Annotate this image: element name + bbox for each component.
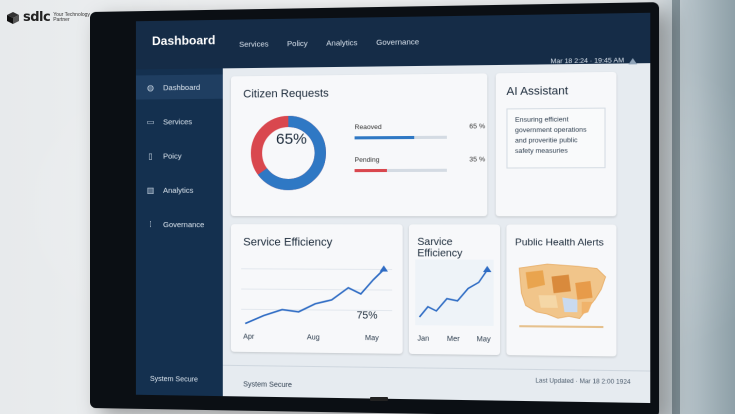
sidebar-item-label: Analytics <box>163 185 193 194</box>
region-low-1 <box>539 295 558 308</box>
sidebar-item-analytics[interactable]: ▥ Analytics <box>136 178 223 202</box>
brand-logo: sdlc <box>23 10 50 25</box>
window-frame <box>672 0 680 414</box>
resolved-value: 65 % <box>469 123 485 130</box>
footer-status: System Secure <box>243 381 292 389</box>
x-tick: May <box>477 336 491 343</box>
nav-services[interactable]: Services <box>239 39 268 49</box>
main-panel: Citizen Requests 65% Reaoved 65 % Pendin… <box>223 63 650 403</box>
card-title: Public Health Alerts <box>515 237 604 249</box>
sidebar-item-services[interactable]: ▭ Services <box>136 109 223 134</box>
ai-line: Ensuring efficient <box>515 115 597 126</box>
map-border <box>519 326 603 327</box>
region-high-2 <box>551 275 570 294</box>
sidebar-item-label: Services <box>163 117 192 126</box>
home-icon: ◍ <box>146 83 155 92</box>
sidebar: ◍ Dashboard ▭ Services ▯ Poicy ▥ Analyti… <box>136 68 223 396</box>
tv-mount <box>370 397 388 401</box>
nav-policy[interactable]: Policy <box>287 39 308 48</box>
footer-divider <box>223 365 650 372</box>
region-high-3 <box>575 281 592 300</box>
nav-analytics[interactable]: Analytics <box>326 38 357 48</box>
top-nav: Services Policy Analytics Governance <box>239 37 419 49</box>
ai-message: Ensuring efficient government operations… <box>506 108 605 169</box>
citizen-requests-card: Citizen Requests 65% Reaoved 65 % Pendin… <box>231 73 487 216</box>
collapse-icon[interactable] <box>628 58 637 64</box>
public-health-alerts-card: Public Health Alerts <box>506 225 616 357</box>
chart-area <box>415 259 493 326</box>
efficiency-value: 75% <box>357 310 378 321</box>
donut-chart <box>247 112 329 194</box>
x-tick: Aug <box>307 334 320 341</box>
resolved-label: Reaoved <box>355 124 382 131</box>
nav-governance[interactable]: Governance <box>376 37 419 47</box>
sidebar-status: System Secure <box>150 376 198 384</box>
pending-bar-fill <box>355 169 387 172</box>
card-title: Service Efficiency <box>243 236 332 248</box>
sidebar-item-policy[interactable]: ▯ Poicy <box>136 143 223 168</box>
resolved-row: Reaoved 65 % <box>355 123 447 124</box>
card-title: AI Assistant <box>506 85 568 98</box>
card-title: Sarvice Efficiency <box>417 237 500 260</box>
analytics-icon: ▥ <box>146 185 155 194</box>
service-efficiency-card: Service Efficiency 75% Apr Aug May <box>231 224 403 354</box>
brand-badge: sdlc Your Technology Partner <box>6 10 93 25</box>
sidebar-item-label: Poicy <box>163 151 182 160</box>
region-low-2 <box>562 297 577 312</box>
gridline <box>241 289 392 290</box>
arrow-head <box>380 265 388 271</box>
resolved-bar-fill <box>355 136 415 139</box>
governance-icon: ⁞ <box>146 220 155 229</box>
donut-label: 65% <box>276 131 307 148</box>
gridline <box>241 269 392 270</box>
pending-track <box>355 169 447 172</box>
policy-icon: ▯ <box>146 151 155 160</box>
wall-tv: Dashboard Services Policy Analytics Gove… <box>90 2 659 414</box>
app-title: Dashboard <box>152 33 215 48</box>
ai-line: and proveritie public <box>515 136 597 147</box>
services-icon: ▭ <box>146 117 155 126</box>
us-heatmap <box>515 258 608 334</box>
sidebar-item-dashboard[interactable]: ◍ Dashboard <box>136 74 223 99</box>
pending-value: 35 % <box>469 156 485 163</box>
tv-screen: Dashboard Services Policy Analytics Gove… <box>136 13 650 403</box>
region-low-3 <box>582 302 593 315</box>
ai-assistant-card: AI Assistant Ensuring efficient governme… <box>496 72 617 216</box>
footer-last-updated: Last Updated · Mar 18 2:00 1924 <box>535 378 630 386</box>
x-tick: Jan <box>417 335 429 342</box>
x-tick: Apr <box>243 334 254 341</box>
x-tick: Mer <box>447 336 460 343</box>
resolved-track <box>355 136 447 140</box>
ai-line: government operations <box>515 125 597 136</box>
brand-cube-icon <box>6 11 20 25</box>
card-title: Citizen Requests <box>243 87 329 100</box>
datetime: Mar 18 2:24 · 19:45 AM <box>550 57 624 65</box>
ai-line: safety measuries <box>515 146 597 157</box>
x-tick: May <box>365 335 379 342</box>
sidebar-item-governance[interactable]: ⁞ Governance <box>136 212 223 236</box>
pending-label: Pending <box>355 157 380 164</box>
service-efficiency-card-2: Sarvice Efficiency Jan Mer May <box>409 224 500 355</box>
brand-tagline: Your Technology Partner <box>53 13 93 23</box>
efficiency-line-chart-2 <box>415 259 493 326</box>
sidebar-item-label: Governance <box>163 220 204 229</box>
sidebar-item-label: Dashboard <box>163 82 200 91</box>
